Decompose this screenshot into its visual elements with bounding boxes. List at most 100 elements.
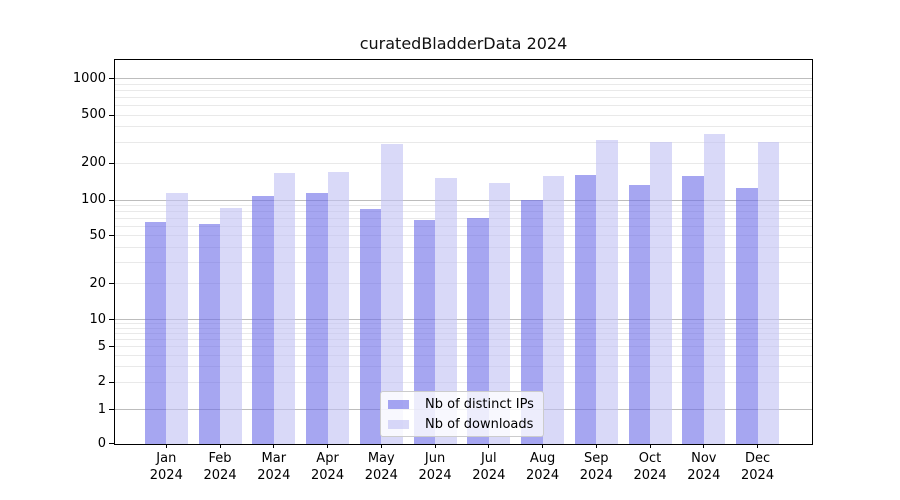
gridline-minor xyxy=(115,346,812,348)
x-tick-label-year: 2024 xyxy=(741,468,775,483)
gridline-minor xyxy=(115,366,812,368)
chart-title: curatedBladderData 2024 xyxy=(359,34,568,53)
gridline-minor xyxy=(115,83,812,85)
gridline-minor xyxy=(115,226,812,227)
bar-distinct-ips xyxy=(682,175,704,444)
legend-item: Nb of distinct IPs xyxy=(381,395,543,414)
bar-downloads xyxy=(650,141,672,444)
bar-downloads xyxy=(273,173,296,444)
gridline-minor xyxy=(115,204,812,206)
plot-area xyxy=(114,59,813,445)
gridline-minor xyxy=(115,332,812,334)
bar-downloads xyxy=(220,208,242,444)
x-tick-label-year: 2024 xyxy=(203,468,237,483)
y-tick-label: 50 xyxy=(89,227,106,243)
x-tick-label-year: 2024 xyxy=(257,468,291,483)
y-axis-tick xyxy=(109,162,114,164)
legend-label: Nb of distinct IPs xyxy=(425,396,534,412)
gridline-minor xyxy=(115,104,812,106)
bar-distinct-ips xyxy=(574,174,597,444)
bar-distinct-ips xyxy=(252,196,274,444)
gridline-major xyxy=(115,199,812,201)
y-tick-label: 500 xyxy=(81,107,106,123)
gridline-minor xyxy=(115,218,812,219)
gridline-minor xyxy=(115,211,812,213)
y-axis-tick xyxy=(109,443,114,444)
gridline-minor xyxy=(115,114,812,116)
x-tick-label-year: 2024 xyxy=(364,468,398,483)
x-tick-label-month: Jun xyxy=(424,451,446,466)
x-axis-tick xyxy=(219,444,221,448)
gridline-major xyxy=(115,78,812,79)
bar-distinct-ips xyxy=(198,223,221,444)
gridline-minor xyxy=(115,283,812,285)
gridline-minor xyxy=(115,381,812,383)
x-tick-label-year: 2024 xyxy=(418,468,452,483)
y-axis-tick xyxy=(109,319,114,320)
x-tick-label-month: Apr xyxy=(316,451,339,466)
y-axis-tick xyxy=(109,409,114,410)
x-tick-label-year: 2024 xyxy=(633,468,667,483)
x-axis-tick xyxy=(649,444,651,448)
x-tick-label-month: Sep xyxy=(584,451,609,466)
x-tick-label-year: 2024 xyxy=(472,468,506,483)
bar-distinct-ips xyxy=(144,222,167,444)
gridline-minor xyxy=(115,235,812,237)
y-tick-label: 200 xyxy=(81,155,106,171)
bar-downloads xyxy=(166,192,188,444)
gridline-minor xyxy=(115,96,812,98)
legend-label: Nb of downloads xyxy=(425,416,534,432)
bar-distinct-ips xyxy=(736,188,758,444)
bar-downloads xyxy=(757,142,780,444)
bar-distinct-ips xyxy=(467,217,489,444)
y-tick-label: 1 xyxy=(97,401,106,417)
x-tick-label-month: Dec xyxy=(744,451,771,466)
x-tick-label-year: 2024 xyxy=(149,468,183,483)
y-tick-label: 5 xyxy=(97,338,106,354)
y-axis-tick xyxy=(109,346,114,348)
gridline-minor xyxy=(115,354,812,356)
x-axis-tick xyxy=(488,444,490,448)
y-axis-tick xyxy=(109,235,114,237)
bar-downloads xyxy=(488,183,511,444)
legend-item: Nb of downloads xyxy=(381,415,543,434)
x-tick-label-month: Nov xyxy=(691,451,717,466)
gridline-minor xyxy=(115,141,812,143)
x-axis-tick xyxy=(542,444,544,448)
y-tick-label: 20 xyxy=(89,275,106,291)
x-tick-label-year: 2024 xyxy=(687,468,721,483)
x-axis-tick xyxy=(327,444,329,448)
x-axis-tick xyxy=(380,444,382,448)
gridline-major xyxy=(115,319,812,320)
x-tick-label-year: 2024 xyxy=(579,468,613,483)
bar-downloads xyxy=(381,143,403,444)
bar-downloads xyxy=(596,139,618,444)
x-tick-label-month: Jul xyxy=(480,451,497,466)
x-axis-tick xyxy=(757,444,759,448)
gridline-minor xyxy=(115,323,812,325)
gridline-minor xyxy=(115,126,812,128)
x-tick-label-year: 2024 xyxy=(526,468,560,483)
gridline-minor xyxy=(115,247,812,249)
x-axis-tick xyxy=(703,444,705,448)
y-tick-label: 1000 xyxy=(72,70,106,86)
gridline-minor xyxy=(115,338,812,340)
y-tick-label: 10 xyxy=(89,311,106,327)
x-tick-label-month: Mar xyxy=(261,451,287,466)
x-tick-label-year: 2024 xyxy=(311,468,345,483)
x-tick-label-month: Oct xyxy=(638,451,662,466)
gridline-minor xyxy=(115,89,812,91)
y-axis-tick xyxy=(109,283,114,285)
gridline-minor xyxy=(115,327,812,329)
bar-distinct-ips xyxy=(306,192,328,444)
gridline-minor xyxy=(115,162,812,164)
x-tick-label-month: Feb xyxy=(208,451,232,466)
bar-distinct-ips xyxy=(413,220,436,444)
bar-distinct-ips xyxy=(628,184,651,444)
legend-swatch-downloads xyxy=(388,419,409,429)
y-tick-label: 100 xyxy=(81,192,106,207)
y-axis-tick xyxy=(109,78,114,79)
bar-downloads xyxy=(703,133,726,444)
x-tick-label-month: Aug xyxy=(529,451,556,466)
